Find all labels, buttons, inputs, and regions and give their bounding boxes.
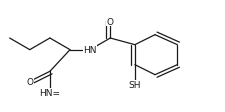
Text: O: O [107, 18, 114, 27]
Text: HN=: HN= [39, 89, 60, 98]
Text: SH: SH [129, 80, 141, 89]
Text: HN: HN [83, 46, 97, 55]
Text: O: O [26, 77, 33, 86]
